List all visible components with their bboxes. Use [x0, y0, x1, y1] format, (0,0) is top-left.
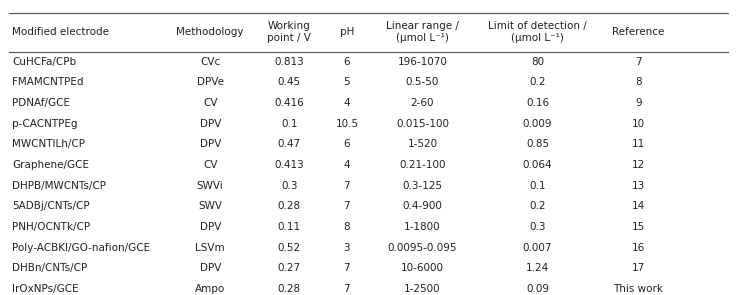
Text: Poly-ACBKl/GO-nafion/GCE: Poly-ACBKl/GO-nafion/GCE: [13, 242, 150, 253]
Text: 3: 3: [343, 242, 350, 253]
Text: 0.3: 0.3: [529, 222, 546, 232]
Text: 0.4-900: 0.4-900: [402, 201, 442, 211]
Text: Working
point / V: Working point / V: [268, 22, 311, 43]
Text: Reference: Reference: [612, 27, 665, 37]
Text: CVc: CVc: [200, 57, 220, 67]
Text: 0.1: 0.1: [529, 181, 546, 191]
Text: Ampo: Ampo: [195, 284, 226, 294]
Text: 8: 8: [635, 78, 642, 88]
Text: 196-1070: 196-1070: [397, 57, 447, 67]
Text: 6: 6: [343, 57, 350, 67]
Text: 5ADBj/CNTs/CP: 5ADBj/CNTs/CP: [13, 201, 90, 211]
Text: 0.813: 0.813: [274, 57, 304, 67]
Text: Graphene/GCE: Graphene/GCE: [13, 160, 89, 170]
Text: IrOxNPs/GCE: IrOxNPs/GCE: [13, 284, 79, 294]
Text: DPV: DPV: [200, 119, 221, 129]
Text: 0.2: 0.2: [529, 78, 546, 88]
Text: MWCNTILh/CP: MWCNTILh/CP: [13, 139, 85, 149]
Text: 5: 5: [343, 78, 350, 88]
Text: 7: 7: [635, 57, 642, 67]
Text: 7: 7: [343, 284, 350, 294]
Text: 1-520: 1-520: [408, 139, 438, 149]
Text: DPVe: DPVe: [197, 78, 224, 88]
Text: PNH/OCNTk/CP: PNH/OCNTk/CP: [13, 222, 91, 232]
Text: 0.1: 0.1: [281, 119, 298, 129]
Text: 2-60: 2-60: [411, 98, 434, 108]
Text: FMAMCNTPEd: FMAMCNTPEd: [13, 78, 84, 88]
Text: 0.416: 0.416: [274, 98, 304, 108]
Text: 16: 16: [632, 242, 645, 253]
Text: 0.28: 0.28: [278, 201, 301, 211]
Text: 4: 4: [343, 160, 350, 170]
Text: DHBn/CNTs/CP: DHBn/CNTs/CP: [13, 263, 88, 273]
Text: LSVm: LSVm: [195, 242, 225, 253]
Text: DPV: DPV: [200, 139, 221, 149]
Text: 0.5-50: 0.5-50: [406, 78, 439, 88]
Text: 80: 80: [531, 57, 544, 67]
Text: 0.3-125: 0.3-125: [402, 181, 442, 191]
Text: DHPB/MWCNTs/CP: DHPB/MWCNTs/CP: [13, 181, 106, 191]
Text: 10-6000: 10-6000: [401, 263, 444, 273]
Text: 0.413: 0.413: [274, 160, 304, 170]
Text: 0.21-100: 0.21-100: [399, 160, 446, 170]
Text: SWVi: SWVi: [197, 181, 223, 191]
Text: 0.85: 0.85: [526, 139, 549, 149]
Text: 0.47: 0.47: [278, 139, 301, 149]
Text: 0.09: 0.09: [526, 284, 549, 294]
Text: pH: pH: [340, 27, 354, 37]
Text: 1.24: 1.24: [526, 263, 549, 273]
Text: 0.2: 0.2: [529, 201, 546, 211]
Text: CV: CV: [203, 98, 217, 108]
Text: 0.11: 0.11: [278, 222, 301, 232]
Text: 0.007: 0.007: [523, 242, 552, 253]
Text: 11: 11: [632, 139, 645, 149]
Text: Modified electrode: Modified electrode: [13, 27, 109, 37]
Text: DPV: DPV: [200, 222, 221, 232]
Text: 0.45: 0.45: [278, 78, 301, 88]
Text: 13: 13: [632, 181, 645, 191]
Text: 1-1800: 1-1800: [404, 222, 441, 232]
Text: Linear range /
(μmol L⁻¹): Linear range / (μmol L⁻¹): [386, 22, 459, 43]
Text: 0.015-100: 0.015-100: [396, 119, 449, 129]
Text: 0.0095-0.095: 0.0095-0.095: [388, 242, 457, 253]
Text: 15: 15: [632, 222, 645, 232]
Text: 8: 8: [343, 222, 350, 232]
Text: 6: 6: [343, 139, 350, 149]
Text: 0.27: 0.27: [278, 263, 301, 273]
Text: 0.52: 0.52: [278, 242, 301, 253]
Text: 9: 9: [635, 98, 642, 108]
Text: DPV: DPV: [200, 263, 221, 273]
Text: p-CACNTPEg: p-CACNTPEg: [13, 119, 78, 129]
Text: 7: 7: [343, 181, 350, 191]
Text: 7: 7: [343, 201, 350, 211]
Text: 12: 12: [632, 160, 645, 170]
Text: 0.16: 0.16: [526, 98, 549, 108]
Text: PDNAf/GCE: PDNAf/GCE: [13, 98, 71, 108]
Text: CV: CV: [203, 160, 217, 170]
Text: 0.28: 0.28: [278, 284, 301, 294]
Text: This work: This work: [613, 284, 663, 294]
Text: CuHCFa/CPb: CuHCFa/CPb: [13, 57, 77, 67]
Text: 10.5: 10.5: [335, 119, 358, 129]
Text: 1-2500: 1-2500: [404, 284, 441, 294]
Text: 4: 4: [343, 98, 350, 108]
Text: 14: 14: [632, 201, 645, 211]
Text: 17: 17: [632, 263, 645, 273]
Text: 0.3: 0.3: [281, 181, 298, 191]
Text: SWV: SWV: [198, 201, 222, 211]
Text: 7: 7: [343, 263, 350, 273]
Text: Methodology: Methodology: [176, 27, 244, 37]
Text: 10: 10: [632, 119, 645, 129]
Text: 0.009: 0.009: [523, 119, 552, 129]
Text: Limit of detection /
(μmol L⁻¹): Limit of detection / (μmol L⁻¹): [488, 22, 587, 43]
Text: 0.064: 0.064: [523, 160, 553, 170]
